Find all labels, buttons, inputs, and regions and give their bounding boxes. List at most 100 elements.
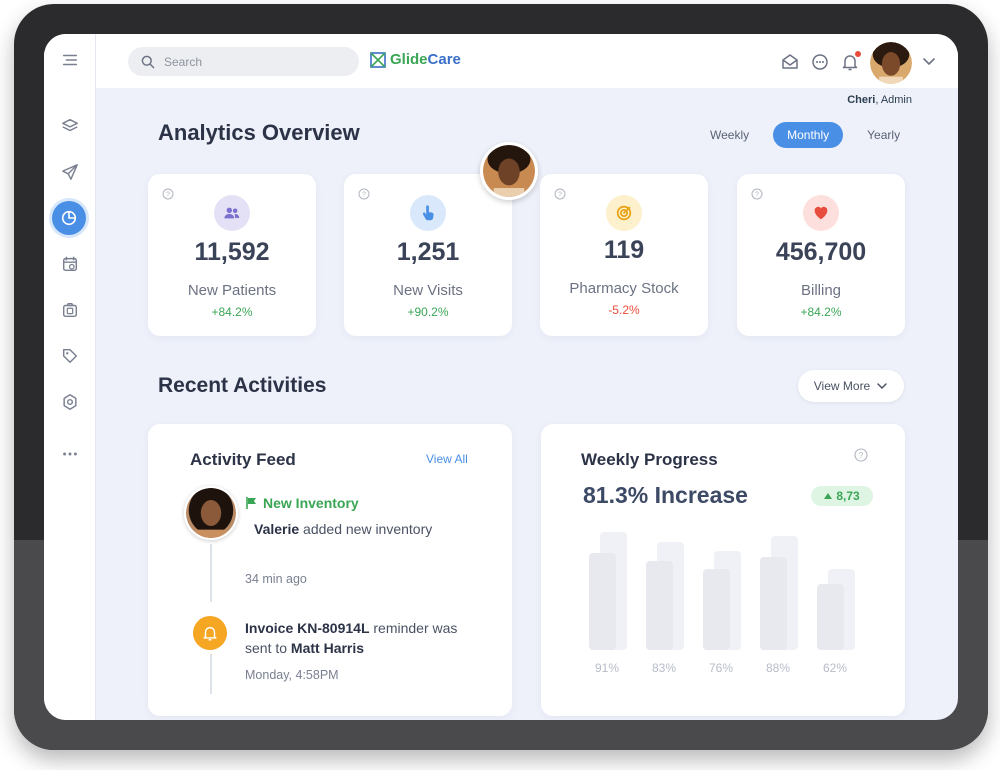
sidebar [44,34,96,720]
caret-up-icon [824,493,833,499]
view-all-link[interactable]: View All [426,452,468,466]
progress-badge: 8,73 [811,486,873,506]
period-tabs: Weekly Monthly Yearly [696,122,914,148]
feed-item-action: added new inventory [299,521,433,537]
view-more-button[interactable]: View More [798,370,904,402]
stat-value: 119 [603,236,645,264]
logo-text-care: Care [427,51,461,68]
heart-icon [803,195,839,231]
analytics-icon[interactable] [52,201,86,235]
chat-icon[interactable] [810,52,830,72]
stat-value: 11,592 [194,238,270,266]
search-icon [141,55,155,68]
bell-icon [193,616,227,650]
stat-card-new-patients[interactable]: ? 11,592 New Patients +84.2% [148,174,316,336]
stat-card-new-visits[interactable]: ? 1,251 New Visits +90.2% [344,174,512,336]
stat-change: +84.2% [800,305,842,319]
help-icon[interactable]: ? [854,448,868,462]
flag-icon [246,497,256,509]
view-more-label: View More [813,379,871,393]
search-bar[interactable] [128,47,359,76]
feed-item-text: Invoice KN-80914L reminder was sent to M… [245,618,485,658]
tag-icon[interactable] [56,342,84,370]
chart-bar[interactable] [817,584,844,650]
notifications-button[interactable] [840,51,861,72]
recent-activities-title: Recent Activities [158,374,327,397]
logo-text-glide: Glide [390,51,428,68]
svg-text:?: ? [558,192,562,199]
stat-label: New Visits [393,282,463,299]
camera-icon[interactable] [56,296,84,324]
weekly-progress-card: Weekly Progress ? 81.3% Increase 8,73 91… [541,424,905,716]
svg-text:?: ? [362,192,366,199]
chart-bar-label: 88% [765,661,791,675]
feed-item-time: Monday, 4:58PM [245,668,339,682]
pointer-icon [410,195,446,231]
tab-monthly[interactable]: Monthly [773,122,844,148]
stat-card-pharmacy-stock[interactable]: ? 119 Pharmacy Stock -5.2% [540,174,708,336]
feed-item-time: 34 min ago [245,572,307,586]
search-input[interactable] [164,54,344,69]
app-logo[interactable]: Glide Care [370,51,461,68]
user-info: Cheri, Admin [847,94,912,106]
settings-icon[interactable] [56,388,84,416]
help-icon[interactable]: ? [358,188,370,200]
logo-icon [370,51,386,68]
help-icon[interactable]: ? [554,188,566,200]
feed-item-user: Matt Harris [290,640,365,656]
feed-item-action: reminder was sent to [245,620,458,656]
activity-feed-title: Activity Feed [190,450,296,469]
layers-icon[interactable] [56,112,84,140]
progress-badge-value: 8,73 [836,489,860,503]
stat-card-billing[interactable]: ? 456,700 Billing +84.2% [737,174,905,336]
avatar[interactable] [184,486,238,540]
chart-bar-label: 91% [594,661,620,675]
stat-change: -5.2% [608,303,640,317]
activity-feed-card: Activity Feed View All New Inventory Val… [148,424,512,716]
notification-dot [855,51,861,57]
chart-bar[interactable] [703,569,730,650]
tab-yearly[interactable]: Yearly [867,128,901,142]
stat-label: Pharmacy Stock [569,280,679,297]
stat-label: Billing [800,282,842,299]
chart-bar[interactable] [589,553,616,650]
calendar-icon[interactable] [56,250,84,278]
weekly-progress-chart: 91% 83% 76% 88% 62% [541,424,905,716]
stat-value: 456,700 [775,238,867,266]
stat-label: New Patients [187,282,277,299]
bell-icon [842,55,858,71]
chart-bar-label: 83% [651,661,677,675]
more-icon[interactable] [56,440,84,468]
users-icon [214,195,250,231]
send-icon[interactable] [56,158,84,186]
chevron-down-icon [877,383,887,390]
timeline-line [210,544,212,602]
mail-icon[interactable] [780,52,800,72]
stat-change: +84.2% [211,305,253,319]
feed-item-text: Valerie added new inventory [254,521,432,537]
chart-bar-label: 62% [822,661,848,675]
analytics-title: Analytics Overview [158,120,360,145]
progress-headline: 81.3% Increase [583,482,748,508]
menu-icon[interactable] [56,46,84,74]
floating-avatar [480,142,538,200]
tab-weekly[interactable]: Weekly [710,128,750,142]
feed-item-user: Valerie [254,521,300,537]
svg-text:?: ? [166,192,170,199]
user-role: , Admin [875,94,912,106]
user-name: Cheri [847,94,876,106]
stat-change: +90.2% [407,305,449,319]
chevron-down-icon[interactable] [922,56,936,66]
chart-bar-label: 76% [708,661,734,675]
user-avatar[interactable] [868,40,914,86]
help-icon[interactable]: ? [751,188,763,200]
chart-bar[interactable] [646,561,673,650]
invoice-id: Invoice KN-80914L [245,620,370,636]
chart-bar[interactable] [760,557,787,650]
stat-value: 1,251 [396,238,460,266]
help-icon[interactable]: ? [162,188,174,200]
svg-text:?: ? [755,192,759,199]
feed-item-heading: New Inventory [263,495,359,511]
